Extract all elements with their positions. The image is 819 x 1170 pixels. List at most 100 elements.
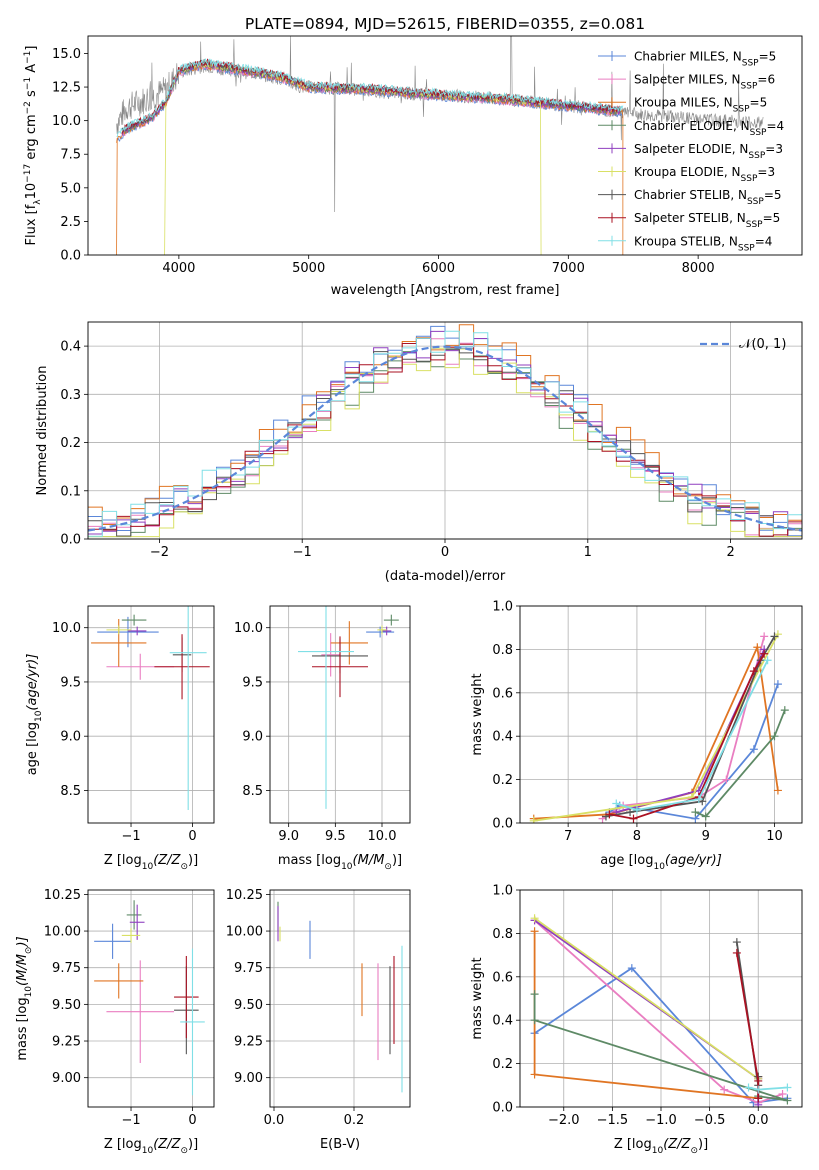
y-tick-label: 0.2: [60, 436, 81, 451]
series-point-marker: [760, 649, 769, 658]
series-line: [602, 636, 766, 820]
errorbar-salpeter-elodie: [127, 626, 147, 636]
y-tick-label: 0.6: [492, 970, 513, 985]
series-point-marker: [744, 1083, 753, 1092]
grid-lines: [88, 890, 214, 1107]
x-tick-label: −2: [150, 545, 169, 560]
errorbar-salpeter-elodie: [129, 904, 145, 940]
y-tick-label: 12.5: [52, 81, 81, 96]
x-axis-label: Z [log10(Z/Z⊙)]: [104, 853, 198, 872]
series-point-marker: [773, 680, 782, 689]
series-point-marker: [701, 812, 710, 821]
axes-frame: [87, 321, 803, 540]
series-kroupa-stelib: [612, 656, 772, 814]
series-point-marker: [770, 732, 779, 741]
age-vs-mass-panel: 9.0 9.5 10.0 8.5 9.0 9.5 10.0 mass [log10(M/M⊙)…: [234, 605, 411, 872]
errorbar-chabrier-elodie: [383, 614, 399, 626]
mass-weight-vs-metallicity-panel: −2.0 −1.5 −1.0 −0.5 0.0 0.0 0.2 0.4 0.6 0.8 1.0 Z […: [470, 884, 803, 1156]
x-tick-label: 1: [584, 545, 592, 560]
y-tick-label: 9.00: [234, 1071, 263, 1086]
series-kroupa-elodie: [530, 914, 763, 1083]
x-tick-label: 2: [726, 545, 734, 560]
errorbar-chabrier-elodie: [121, 614, 147, 626]
plot-area: [91, 606, 210, 810]
x-tick-label: 10: [766, 829, 783, 844]
errorbar-kroupa-miles: [330, 621, 368, 665]
y-tick-label: 0.1: [60, 484, 81, 499]
errorbar-kroupa-elodie: [377, 625, 387, 635]
y-axis-label: mass weight: [470, 673, 485, 755]
plot-area: [88, 324, 802, 538]
series-point-marker: [691, 808, 700, 817]
legend-label: Chabrier MILES, NSSP=5: [634, 50, 776, 69]
x-axis-label: mass [log10(M/M⊙)]: [278, 853, 402, 872]
x-axis-label: Z [log10(Z/Z⊙)]: [614, 1137, 708, 1156]
x-tick-label: 8: [633, 829, 641, 844]
y-tick-label: 9.50: [52, 998, 81, 1013]
y-tick-label: 9.0: [60, 730, 81, 745]
errorbar-chabrier-miles: [97, 616, 159, 648]
y-tick-label: 0.4: [60, 340, 81, 355]
series-line: [616, 649, 766, 813]
series-point-marker: [763, 656, 772, 665]
mass-vs-metallicity-panel: −1 0 9.00 9.25 9.50 9.75 10.00 10.25 Z [log10(Z/…: [15, 888, 215, 1156]
x-tick-label: 6000: [422, 261, 455, 276]
errorbar-salpeter-miles: [106, 960, 175, 1064]
x-tick-label: 9.0: [278, 829, 299, 844]
y-tick-label: 10.0: [52, 114, 81, 129]
series-salpeter-elodie: [612, 645, 769, 817]
series-chabrier-miles: [605, 680, 782, 823]
y-tick-label: 0.6: [492, 686, 513, 701]
legend-label: Salpeter MILES, NSSP=6: [634, 73, 775, 92]
series-point-marker: [612, 799, 621, 808]
x-tick-label: 5000: [292, 261, 325, 276]
series-kroupa-stelib: [744, 1083, 792, 1094]
series-line: [533, 633, 779, 822]
errorbar-chabrier-elodie: [126, 900, 142, 930]
plot-area: [116, 36, 764, 255]
series-point-marker: [732, 948, 741, 957]
legend-label: Chabrier STELIB, NSSP=5: [634, 188, 782, 207]
series-line: [695, 709, 786, 818]
series-point-marker: [753, 643, 762, 652]
legend-label: Salpeter ELODIE, NSSP=3: [634, 142, 783, 161]
y-tick-label: 5.0: [60, 181, 81, 196]
series-point-marker: [720, 1085, 729, 1094]
spectrum-panel: 4000 5000 6000 7000 8000 0.0 2.5 5.0 7.5 10.0 12.5…: [23, 15, 803, 298]
y-tick-label: 9.5: [60, 675, 81, 690]
series-line: [534, 966, 788, 1104]
axes-frame: [87, 889, 215, 1108]
plot-area: [298, 606, 399, 809]
y-axis-label: mass weight: [470, 957, 485, 1039]
y-tick-label: 1.0: [492, 600, 513, 615]
legend-label: Kroupa STELIB, NSSP=4: [634, 234, 772, 253]
series-point-marker: [760, 632, 769, 641]
series-point-marker: [773, 786, 782, 795]
y-tick-label: 0.3: [60, 388, 81, 403]
errorbar-salpeter-miles: [321, 633, 340, 677]
axes-frame: [87, 35, 803, 256]
series-point-marker: [783, 1096, 792, 1105]
x-tick-label: −1.0: [645, 1113, 677, 1128]
y-tick-label: 15.0: [52, 47, 81, 62]
y-tick-label: 8.5: [242, 784, 263, 799]
legend-label: Chabrier ELODIE, NSSP=4: [634, 119, 784, 138]
grid-lines: [88, 606, 214, 823]
x-tick-label: 7000: [552, 261, 585, 276]
y-tick-label: 10.25: [44, 888, 81, 903]
age-vs-metallicity-panel: −1 0 8.5 9.0 9.5 10.0 Z [log10(Z/Z⊙)] age [log1…: [25, 605, 215, 872]
series-point-marker: [749, 745, 758, 754]
x-tick-label: −2.0: [548, 1113, 580, 1128]
axes-frame: [519, 605, 803, 824]
y-tick-label: 10.25: [226, 888, 263, 903]
series-chabrier-elodie: [691, 706, 789, 821]
x-tick-label: 0: [188, 829, 196, 844]
series-point-marker: [754, 1076, 763, 1085]
errorbar-kroupa-elodie: [106, 625, 132, 635]
chart-title: PLATE=0894, MJD=52615, FIBERID=0355, z=0…: [245, 15, 645, 33]
plot-area: [277, 901, 403, 1093]
series-point-marker: [530, 990, 539, 999]
y-tick-label: 10.0: [52, 621, 81, 636]
y-axis-label: Flux [fλ10−17 erg cm−2 s−1 A−1]: [23, 46, 43, 246]
x-tick-label: −1: [121, 1113, 140, 1128]
